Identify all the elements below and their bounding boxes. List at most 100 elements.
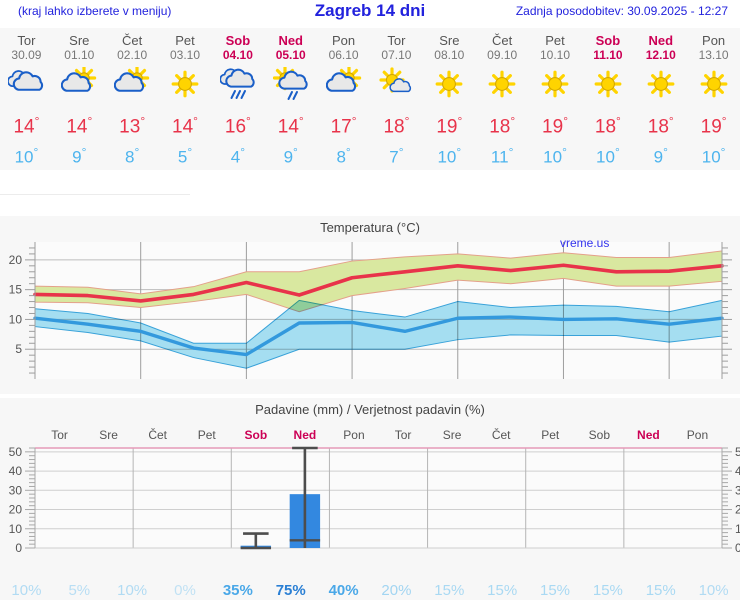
degree-symbol: °	[398, 145, 404, 160]
day-name: Čet	[492, 33, 513, 48]
temperature-min-value: 9	[72, 147, 82, 167]
temperature-max-value: 16	[224, 116, 247, 138]
forecast-icon-row	[0, 62, 740, 106]
forecast-day-header: Sre 08.10	[423, 33, 476, 62]
temperature-min: 8°	[106, 140, 159, 170]
temperature-chart-panel: Temperatura (°C) 5 10 15 20 vreme.us	[0, 216, 740, 394]
degree-symbol: °	[457, 114, 463, 128]
precipitation-chart-panel: Padavine (mm) / Verjetnost padavin (%) T…	[0, 398, 740, 600]
svg-text:20: 20	[735, 503, 740, 517]
degree-symbol: °	[721, 114, 727, 128]
degree-symbol: °	[562, 145, 567, 160]
degree-symbol: °	[720, 145, 726, 160]
forecast-day-header: Sre 01.10	[53, 33, 106, 62]
forecast-day-header: Sob 11.10	[581, 33, 634, 62]
forecast-icon-cell	[634, 62, 687, 106]
temperature-max-value: 14	[13, 116, 35, 138]
degree-symbol: °	[508, 145, 514, 160]
precipitation-chart-title: Padavine (mm) / Verjetnost padavin (%)	[255, 402, 485, 417]
day-name: Pon	[332, 33, 356, 48]
precip-day-label: Tor	[395, 428, 412, 442]
degree-symbol: °	[510, 114, 516, 128]
temperature-max: 14°	[264, 108, 317, 140]
temperature-min-value: 9	[653, 147, 664, 167]
degree-symbol: °	[668, 114, 674, 128]
day-date: 04.10	[222, 48, 253, 62]
day-name: Čet	[122, 33, 143, 48]
temperature-min-value: 5	[177, 147, 188, 167]
day-date: 09.10	[487, 48, 518, 62]
precip-probability: 15%	[540, 582, 571, 599]
precip-probability: 10%	[117, 582, 148, 599]
temperature-max: 17°	[317, 108, 370, 140]
precip-probability: 10%	[698, 582, 729, 599]
forecast-day-header: Čet 02.10	[106, 33, 159, 62]
precip-day-label: Pon	[343, 428, 364, 442]
temperature-min-value: 10	[437, 147, 457, 167]
precip-probability: 35%	[222, 582, 253, 599]
svg-text:50: 50	[9, 445, 23, 459]
forecast-icon-cell	[581, 62, 634, 106]
forecast-table: Tor 30.09 Sre 01.10 Čet 02.10 Pet 03.10 Sob 04.10…	[0, 28, 740, 170]
precip-day-label: Pet	[198, 428, 217, 442]
svg-text:50: 50	[735, 445, 740, 459]
day-date: 01.10	[64, 48, 95, 62]
temperature-min-value: 8	[336, 147, 346, 167]
temperature-min: 10°	[581, 140, 634, 170]
forecast-icon-cell	[370, 62, 423, 106]
temperature-max: 13°	[106, 108, 159, 140]
degree-symbol: °	[134, 145, 140, 160]
degree-symbol: °	[298, 114, 304, 128]
temperature-max-value: 19	[436, 116, 458, 138]
temperature-max: 18°	[476, 108, 529, 140]
degree-symbol: °	[33, 145, 39, 160]
svg-text:0: 0	[735, 541, 740, 555]
svg-text:vreme.us: vreme.us	[560, 236, 609, 250]
day-name: Pon	[702, 33, 726, 48]
day-name: Ned	[278, 33, 303, 48]
forecast-day-header-row: Tor 30.09 Sre 01.10 Čet 02.10 Pet 03.10 Sob 04.10…	[0, 28, 740, 62]
forecast-day-header: Čet 09.10	[476, 33, 529, 62]
precip-probability: 15%	[487, 582, 518, 599]
forecast-icon-cell	[317, 62, 370, 106]
precip-probability: 15%	[645, 582, 676, 599]
svg-text:10: 10	[9, 522, 23, 536]
precip-day-label: Ned	[294, 428, 317, 442]
temperature-max-value: 14	[66, 116, 88, 138]
forecast-icon-cell	[423, 62, 476, 106]
forecast-day-header: Pon 06.10	[317, 33, 370, 62]
degree-symbol: °	[34, 114, 40, 128]
precip-day-label: Sob	[244, 428, 267, 442]
precip-day-label: Sob	[589, 428, 611, 442]
temperature-min-value: 10	[701, 147, 721, 167]
forecast-day-header: Tor 30.09	[0, 33, 53, 62]
svg-text:10: 10	[735, 522, 740, 536]
sun-rain-icon	[264, 62, 317, 106]
temperature-max: 19°	[423, 108, 476, 140]
precip-probability: 15%	[592, 582, 623, 599]
temperature-max: 14°	[53, 108, 106, 140]
precip-probability: 20%	[381, 582, 412, 599]
sunny-icon	[423, 62, 476, 106]
temperature-max-value: 18	[489, 116, 511, 138]
svg-text:15: 15	[9, 283, 23, 297]
svg-text:0: 0	[15, 541, 22, 555]
temperature-min: 10°	[529, 140, 582, 170]
degree-symbol: °	[614, 145, 620, 160]
day-date: 05.10	[275, 48, 306, 62]
degree-symbol: °	[456, 145, 462, 160]
forecast-icon-cell	[476, 62, 529, 106]
temperature-max: 18°	[370, 108, 423, 140]
degree-symbol: °	[240, 145, 245, 160]
page-title: Zagreb 14 dni	[314, 1, 426, 20]
day-date: 13.10	[698, 48, 729, 62]
svg-text:20: 20	[9, 253, 23, 267]
temperature-min-value: 9	[283, 147, 294, 167]
temperature-min: 11°	[476, 140, 529, 170]
forecast-day-header: Sob 04.10	[211, 33, 264, 62]
sunny-icon	[687, 62, 740, 106]
forecast-day-header: Ned 12.10	[634, 33, 687, 62]
degree-symbol: °	[246, 114, 251, 128]
temperature-max: 16°	[211, 108, 264, 140]
forecast-icon-cell	[529, 62, 582, 106]
